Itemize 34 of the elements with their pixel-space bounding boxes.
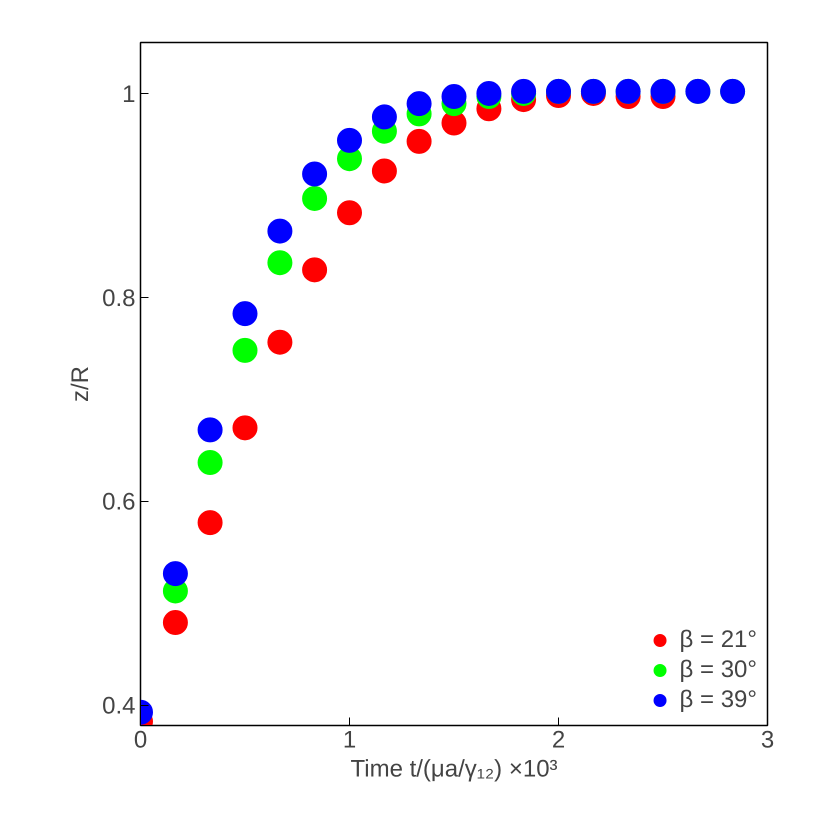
point	[302, 162, 328, 186]
legend-label: β = 39°	[680, 686, 757, 714]
x-axis-title: Time t/(μa/γ₁₂) ×10³	[350, 756, 558, 782]
point	[302, 186, 328, 211]
point	[442, 84, 466, 110]
legend-label: β = 21°	[680, 626, 757, 654]
point	[232, 338, 258, 363]
point	[198, 450, 223, 475]
point	[372, 158, 397, 184]
point	[232, 301, 258, 326]
x-tick-label: 0	[134, 726, 148, 754]
point	[267, 250, 292, 276]
point	[232, 415, 258, 440]
y-tick-label: 0.8	[102, 284, 136, 312]
y-axis-title: z/R	[67, 366, 94, 402]
point	[267, 218, 292, 244]
point	[302, 257, 328, 282]
point	[337, 128, 362, 153]
point	[162, 610, 188, 636]
x-tick-label: 2	[552, 726, 566, 754]
point	[372, 104, 397, 130]
point	[337, 200, 362, 226]
point	[162, 561, 188, 586]
point	[198, 510, 223, 536]
legend-label: β = 30°	[680, 656, 757, 684]
x-tick-label: 3	[760, 726, 774, 754]
y-tick-label: 0.6	[102, 488, 136, 516]
point	[406, 128, 432, 154]
point	[406, 91, 432, 116]
point	[267, 330, 292, 355]
y-tick-label: 1	[122, 80, 136, 108]
y-tick-label: 0.4	[102, 692, 136, 720]
x-tick-label: 1	[342, 726, 356, 754]
point	[198, 417, 223, 442]
